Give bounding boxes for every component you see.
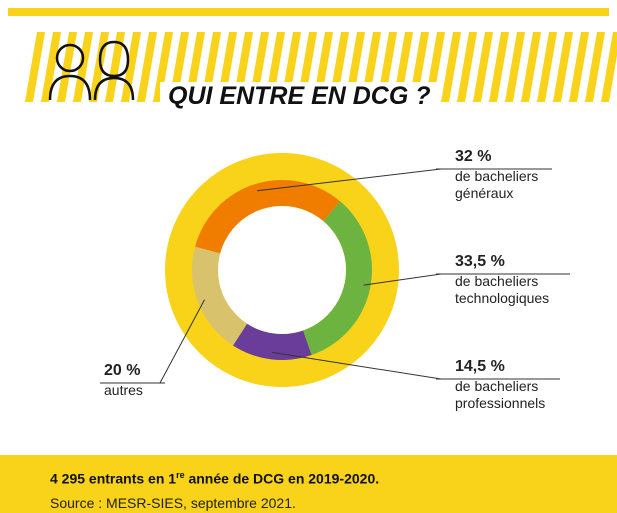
source: Source : MESR-SIES, septembre 2021. <box>50 495 296 511</box>
stripe <box>153 32 173 102</box>
stripe <box>521 32 541 102</box>
stripe <box>601 32 617 102</box>
donut-segment <box>195 179 341 254</box>
stripe <box>73 32 93 102</box>
stripe <box>105 32 125 102</box>
segment-label: 32 % de bacheliers généraux <box>455 148 595 202</box>
value-label: 33,5 % <box>455 253 505 270</box>
footer-text: année de DCG en 2019-2020. <box>184 470 380 487</box>
stripe <box>137 32 157 102</box>
segment-label: 14,5 % de bacheliers professionnels <box>455 358 595 412</box>
leader-line <box>363 273 442 286</box>
footer-note: 4 295 entrants en 1re année de DCG en 20… <box>50 470 379 487</box>
stripe <box>57 32 77 102</box>
stripe <box>89 32 109 102</box>
hole <box>218 206 346 334</box>
stripe <box>489 32 509 102</box>
stripe <box>457 32 477 102</box>
leader-line <box>159 299 205 384</box>
category-label: de bacheliers généraux <box>455 168 539 201</box>
stripe <box>41 32 61 102</box>
people-icon <box>48 40 135 101</box>
stripe <box>553 32 573 102</box>
category-label: de bacheliers professionnels <box>455 378 546 411</box>
donut-segment <box>303 201 372 355</box>
segment-label: 20 % autres <box>104 362 244 399</box>
category-label: autres <box>104 382 143 398</box>
stripe <box>121 32 141 102</box>
value-label: 32 % <box>455 148 492 165</box>
donut-segment <box>191 246 248 346</box>
stripe <box>569 32 589 102</box>
segment-label: 33,5 % de bacheliers technologiques <box>455 253 595 307</box>
stripe <box>25 32 45 102</box>
leader-line <box>271 351 442 380</box>
footer-text: 4 295 entrants en 1 <box>50 470 177 487</box>
chart-title: QUI ENTRE EN DCG ? <box>160 82 439 111</box>
stripe <box>473 32 493 102</box>
category-label: de bacheliers technologiques <box>455 273 550 306</box>
leader-line <box>257 168 442 192</box>
donut-segment <box>232 323 312 360</box>
stripe <box>585 32 605 102</box>
value-label: 14,5 % <box>455 358 505 375</box>
footer: 4 295 entrants en 1re année de DCG en 20… <box>0 455 617 513</box>
value-label: 20 % <box>104 362 141 379</box>
footer-sup: re <box>176 470 185 480</box>
stripe <box>441 32 461 102</box>
stripe <box>505 32 525 102</box>
top-bar <box>8 8 609 16</box>
stripe <box>537 32 557 102</box>
